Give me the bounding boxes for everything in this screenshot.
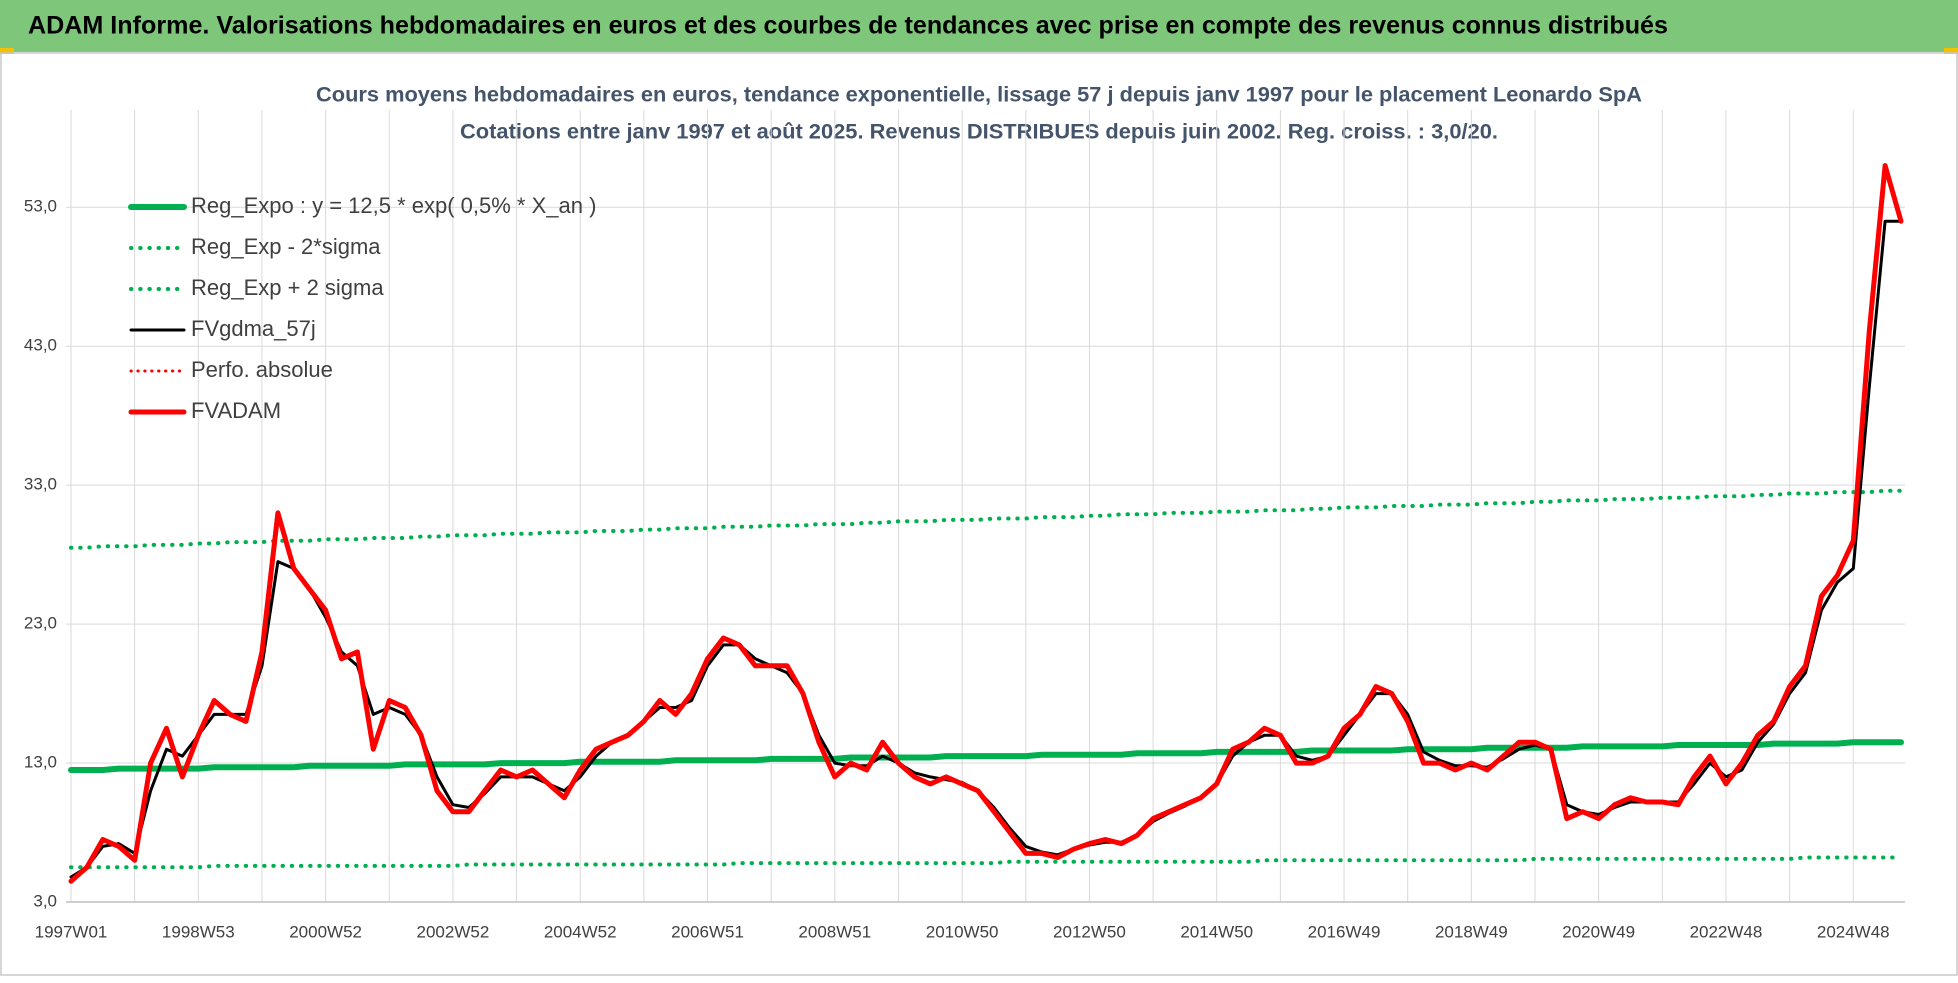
x-tick-label: 1997W01 xyxy=(35,922,108,941)
y-tick-label: 33,0 xyxy=(24,475,57,494)
legend-label: Reg_Exp - 2*sigma xyxy=(191,234,381,259)
x-tick-label: 2020W49 xyxy=(1562,922,1635,941)
x-tick-label: 2022W48 xyxy=(1690,922,1763,941)
x-tick-label: 2016W49 xyxy=(1308,922,1381,941)
grid: 3,0 13,0 23,0 33,0 43,0 53,0 1997W01 1998W53 200… xyxy=(24,110,1905,941)
x-tick-label: 2002W52 xyxy=(417,922,490,941)
series-line xyxy=(68,739,1904,773)
plot xyxy=(68,163,1904,884)
legend-label: Perfo. absolue xyxy=(191,357,333,382)
y-tick-label: 3,0 xyxy=(33,891,57,910)
x-tick-label: 2014W50 xyxy=(1180,922,1253,941)
legend-label: FVADAM xyxy=(191,398,281,423)
x-tick-label: 2000W52 xyxy=(289,922,362,941)
x-tick-label: 2004W52 xyxy=(544,922,617,941)
x-tick-label: 2008W51 xyxy=(798,922,871,941)
y-tick-label: 13,0 xyxy=(24,753,57,772)
y-tick-label: 43,0 xyxy=(24,336,57,355)
x-tick-label: 2024W48 xyxy=(1817,922,1890,941)
legend-label: FVgdma_57j xyxy=(191,316,316,341)
corner-accent xyxy=(0,48,14,54)
chart-subtitle: Cotations entre janv 1997 et août 2025. … xyxy=(460,121,1498,144)
x-tick-label: 1998W53 xyxy=(162,922,235,941)
y-tick-label: 23,0 xyxy=(24,614,57,633)
x-tick-label: 2006W51 xyxy=(671,922,744,941)
legend-label: Reg_Expo : y = 12,5 * exp( 0,5% * X_an ) xyxy=(191,193,596,218)
x-tick-label: 2012W50 xyxy=(1053,922,1126,941)
series-line xyxy=(69,855,1903,870)
x-tick-label: 2010W50 xyxy=(926,922,999,941)
header-bar xyxy=(0,0,1958,52)
series-line xyxy=(69,488,1903,550)
corner-accent xyxy=(1944,48,1958,54)
y-tick-label: 53,0 xyxy=(24,197,57,216)
header-title: ADAM Informe. Valorisations hebdomadaire… xyxy=(28,12,1668,40)
legend: Reg_Expo : y = 12,5 * exp( 0,5% * X_an )… xyxy=(128,193,596,423)
x-tick-label: 2018W49 xyxy=(1435,922,1508,941)
legend-label: Reg_Exp + 2 sigma xyxy=(191,275,384,300)
chart-title: Cours moyens hebdomadaires en euros, ten… xyxy=(316,84,1642,107)
series-line xyxy=(68,163,1904,884)
frame xyxy=(0,52,1958,976)
